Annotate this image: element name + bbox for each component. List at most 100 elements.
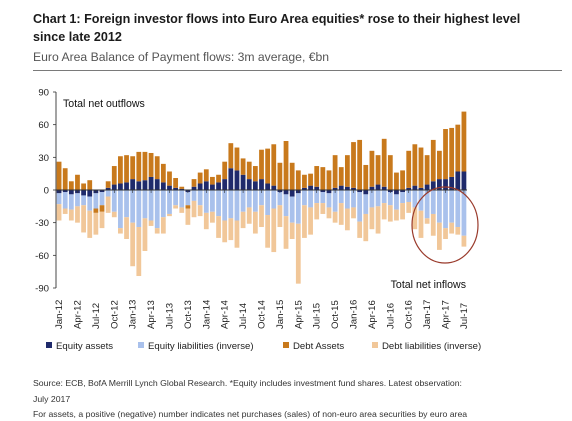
- bar-debt-liabilities: [173, 205, 179, 209]
- bar-equity-liabilities: [344, 190, 350, 209]
- bar-equity-liabilities: [455, 190, 461, 228]
- bar-debt-assets: [289, 162, 295, 190]
- bar-equity-liabilities: [351, 190, 356, 208]
- bar-equity-assets: [87, 190, 93, 197]
- y-tick-label: -90: [35, 284, 49, 295]
- bar-debt-assets: [320, 167, 326, 190]
- bar-debt-liabilities: [338, 203, 344, 225]
- title-divider: [33, 70, 562, 71]
- bar-debt-liabilities: [130, 222, 136, 267]
- bar-equity-assets: [222, 179, 228, 190]
- bar-equity-assets: [375, 184, 381, 190]
- bar-debt-assets: [179, 186, 185, 189]
- bar-debt-liabilities: [351, 207, 356, 219]
- legend-label: Equity assets: [56, 341, 114, 352]
- bar-debt-assets: [105, 181, 111, 188]
- bar-debt-assets: [332, 155, 338, 188]
- bar-equity-liabilities: [99, 192, 105, 206]
- bar-equity-liabilities: [308, 190, 313, 208]
- bar-equity-liabilities: [56, 193, 62, 205]
- bar-debt-liabilities: [418, 210, 424, 238]
- bar-debt-assets: [461, 111, 467, 172]
- bar-debt-assets: [173, 178, 179, 188]
- bar-equity-liabilities: [400, 192, 405, 204]
- bar-equity-assets: [136, 181, 142, 190]
- bar-debt-assets: [314, 166, 320, 187]
- x-tick-label: Jul-12: [91, 303, 102, 329]
- bar-equity-liabilities: [191, 190, 197, 201]
- bar-equity-assets: [332, 187, 338, 190]
- bar-equity-assets: [142, 180, 148, 190]
- bar-debt-liabilities: [154, 228, 160, 234]
- bar-equity-liabilities: [357, 192, 363, 222]
- bar-equity-liabilities: [173, 190, 179, 206]
- bar-equity-assets: [338, 185, 344, 190]
- bar-equity-liabilities: [437, 190, 442, 223]
- bar-debt-liabilities: [185, 208, 191, 225]
- bar-equity-assets: [363, 190, 369, 195]
- bar-debt-assets: [185, 205, 191, 209]
- bar-equity-assets: [252, 181, 258, 190]
- bar-equity-liabilities: [222, 190, 228, 221]
- bar-debt-liabilities: [289, 222, 295, 239]
- bar-equity-liabilities: [289, 196, 295, 223]
- footnote: For assets, a positive (negative) number…: [33, 409, 468, 419]
- x-tick-label: Apr-13: [146, 300, 157, 329]
- x-tick-label: Jan-12: [54, 300, 65, 329]
- bar-debt-liabilities: [197, 205, 203, 217]
- chart-title: Chart 1: Foreign investor flows into Eur…: [33, 12, 521, 44]
- bar-debt-assets: [381, 138, 387, 187]
- bar-equity-assets: [394, 190, 399, 195]
- y-tick-label: 60: [38, 120, 49, 131]
- bar-debt-assets: [118, 156, 123, 184]
- bar-debt-liabilities: [369, 207, 375, 230]
- source-line: Source: ECB, BofA Merrill Lynch Global R…: [33, 378, 462, 388]
- bar-debt-liabilities: [222, 220, 228, 243]
- bar-equity-liabilities: [430, 190, 436, 214]
- source-note: Source: ECB, BofA Merrill Lynch Global R…: [33, 375, 548, 407]
- bar-equity-assets: [455, 171, 461, 190]
- bar-debt-liabilities: [277, 205, 283, 228]
- x-tick-label: Jul-17: [459, 303, 470, 329]
- bar-debt-assets: [437, 150, 442, 180]
- bar-debt-assets: [203, 169, 209, 182]
- x-tick-label: Apr-15: [293, 300, 304, 329]
- bar-equity-assets: [203, 181, 209, 190]
- bar-equity-liabilities: [259, 190, 264, 206]
- bar-equity-assets: [326, 190, 332, 194]
- bar-debt-assets: [363, 164, 369, 190]
- legend-swatch-debt-assets: [283, 342, 289, 349]
- x-tick-label: Oct-13: [183, 300, 194, 329]
- bar-debt-assets: [124, 155, 129, 183]
- bar-debt-assets: [240, 158, 246, 175]
- bar-equity-assets: [216, 182, 221, 190]
- bar-debt-liabilities: [111, 211, 117, 218]
- bar-debt-assets: [62, 168, 68, 190]
- x-tick-label: Jul-14: [238, 302, 249, 329]
- bar-equity-assets: [344, 186, 350, 190]
- axes: 90 60 30 0 -30 -60 -90 Jan-12 Apr-12 Jul-12 Oct-12…: [35, 88, 470, 330]
- bar-debt-assets: [271, 144, 277, 186]
- bar-debt-liabilities: [387, 205, 393, 222]
- bar-equity-liabilities: [167, 190, 172, 214]
- bar-equity-liabilities: [210, 190, 215, 212]
- bar-debt-liabilities: [216, 216, 221, 238]
- bar-debt-assets: [387, 155, 393, 190]
- bar-equity-liabilities: [302, 190, 307, 206]
- bar-debt-liabilities: [259, 205, 264, 228]
- bar-equity-liabilities: [75, 193, 80, 207]
- bar-debt-assets: [265, 148, 271, 184]
- bar-debt-liabilities: [62, 208, 68, 214]
- bar-equity-liabilities: [332, 190, 338, 212]
- bar-equity-assets: [381, 186, 387, 190]
- x-tick-label: Jan-17: [422, 300, 433, 329]
- bar-debt-assets: [259, 149, 264, 180]
- bar-equity-liabilities: [387, 192, 393, 206]
- bar-equity-assets: [130, 179, 136, 190]
- bar-equity-assets: [148, 176, 154, 190]
- bar-equity-assets: [437, 179, 442, 190]
- bar-equity-assets: [302, 187, 307, 190]
- bar-debt-liabilities: [381, 203, 387, 220]
- bar-debt-liabilities: [320, 203, 326, 214]
- bar-equity-liabilities: [369, 190, 375, 208]
